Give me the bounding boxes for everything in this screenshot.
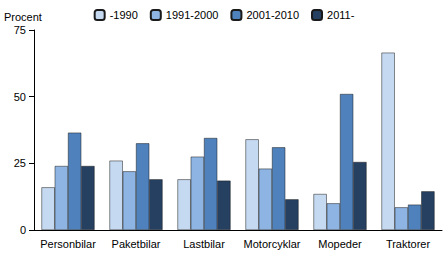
svg-text:1991-2000: 1991-2000: [166, 9, 219, 21]
svg-text:Personbilar: Personbilar: [40, 238, 96, 250]
svg-text:2001-2010: 2001-2010: [246, 9, 299, 21]
svg-text:Lastbilar: Lastbilar: [183, 238, 225, 250]
svg-text:75: 75: [14, 24, 26, 36]
svg-text:25: 25: [14, 157, 26, 169]
svg-text:Motorcyklar: Motorcyklar: [244, 238, 301, 250]
svg-text:0: 0: [20, 224, 26, 236]
svg-text:50: 50: [14, 91, 26, 103]
svg-text:Paketbilar: Paketbilar: [112, 238, 161, 250]
svg-text:Mopeder: Mopeder: [318, 238, 362, 250]
svg-text:Traktorer: Traktorer: [386, 238, 431, 250]
svg-text:2011-: 2011-: [327, 9, 355, 21]
svg-text:Procent: Procent: [4, 11, 42, 23]
svg-text:-1990: -1990: [110, 9, 138, 21]
